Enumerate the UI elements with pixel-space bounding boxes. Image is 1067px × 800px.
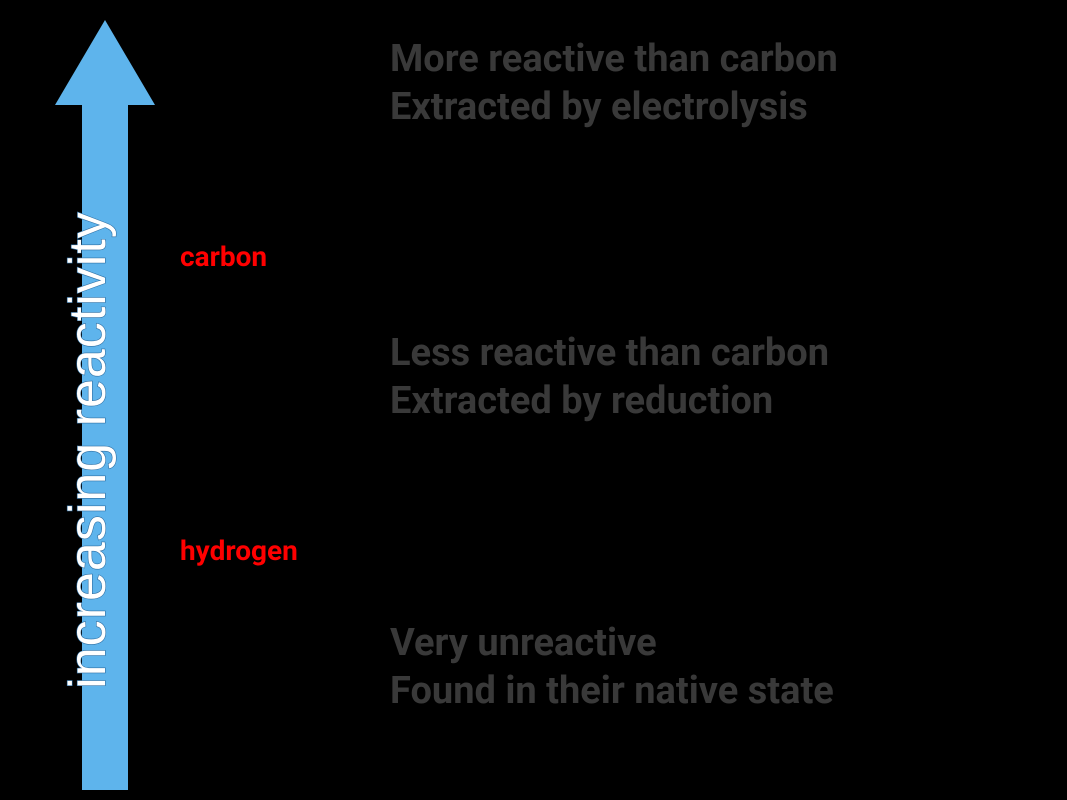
section-middle: Less reactive than carbon Extracted by r… xyxy=(390,330,1040,425)
arrow-svg: increasing reactivity xyxy=(55,20,155,790)
reactivity-arrow: increasing reactivity xyxy=(55,20,155,790)
divider-carbon: carbon xyxy=(180,240,267,273)
section-top-line2: Extracted by electrolysis xyxy=(390,84,1040,132)
section-top-line1: More reactive than carbon xyxy=(390,36,1040,84)
section-bottom-line1: Very unreactive xyxy=(390,620,1040,668)
section-middle-line1: Less reactive than carbon xyxy=(390,330,1040,378)
section-bottom: Very unreactive Found in their native st… xyxy=(390,620,1040,715)
section-top: More reactive than carbon Extracted by e… xyxy=(390,36,1040,131)
divider-hydrogen: hydrogen xyxy=(180,534,298,567)
section-bottom-line2: Found in their native state xyxy=(390,668,1040,716)
arrow-label: increasing reactivity xyxy=(59,211,117,689)
section-middle-line2: Extracted by reduction xyxy=(390,378,1040,426)
